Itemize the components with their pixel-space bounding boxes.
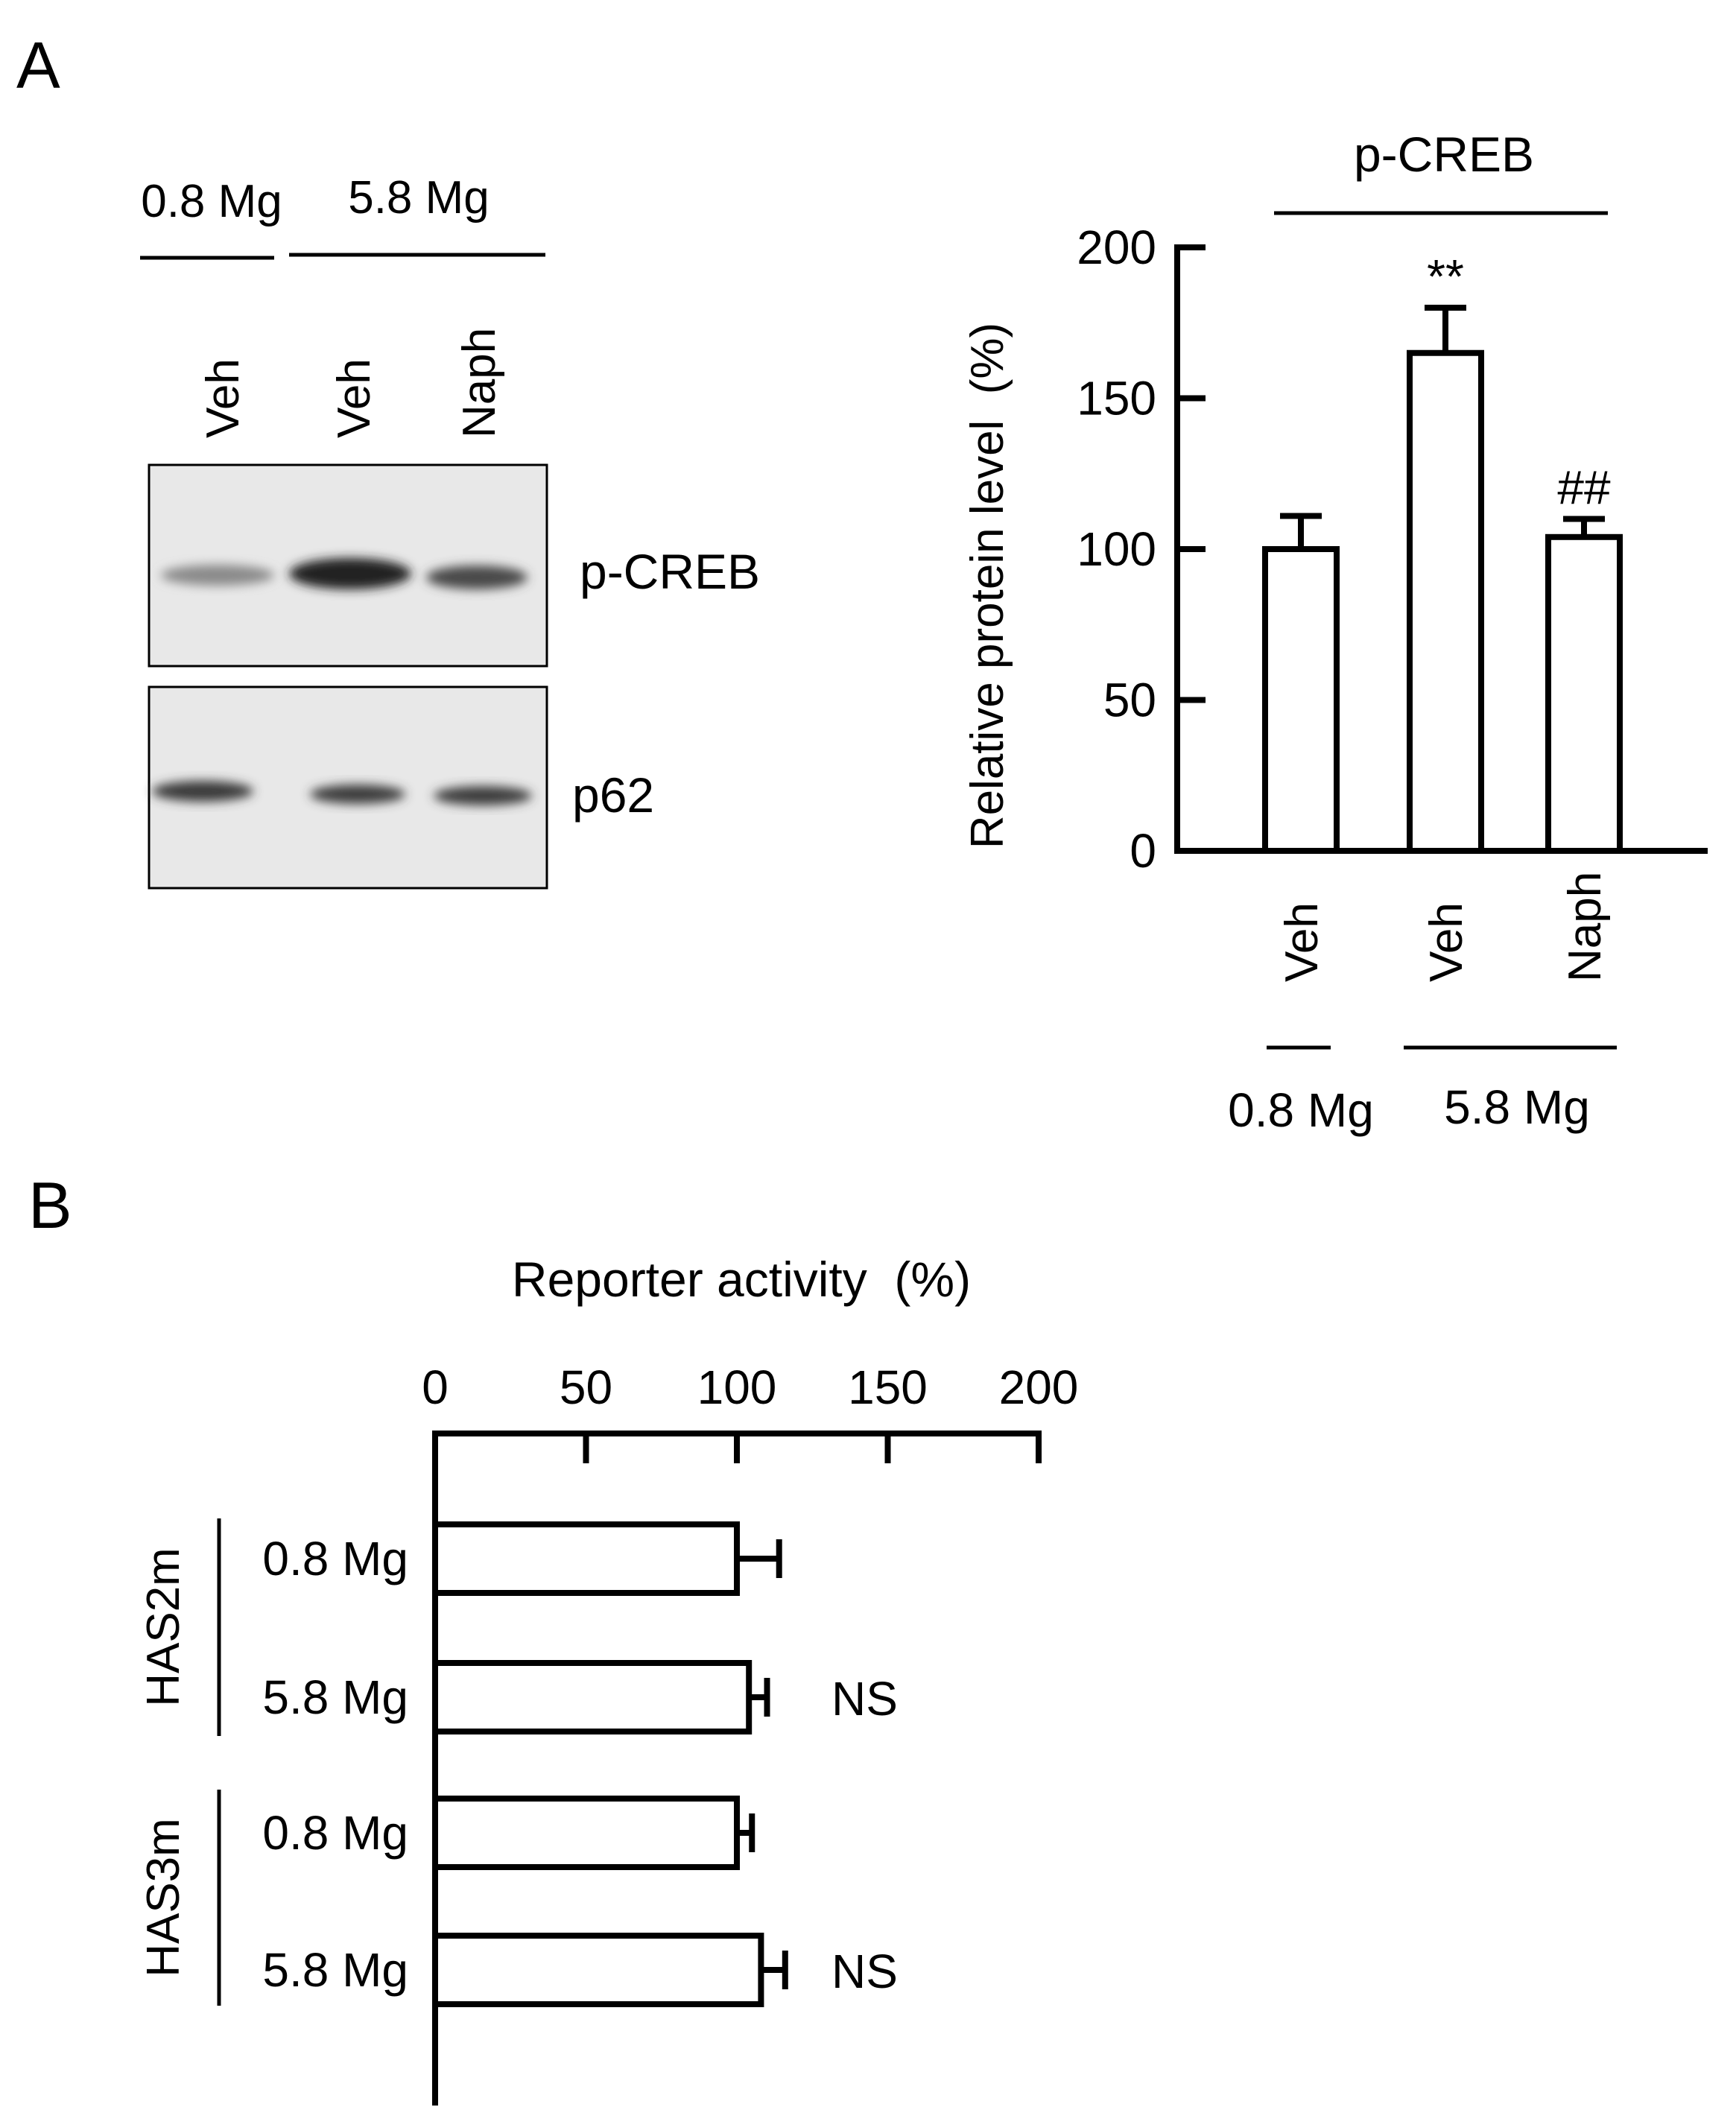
- panel-label-a: A: [16, 28, 60, 102]
- chart-a-y-axis-label: Relative protein level (%): [962, 323, 1013, 849]
- western-blot: 0.8 Mg 5.8 Mg Veh Veh Naph p-CREB p62: [140, 172, 760, 890]
- chart-b-x-tick-label: 150: [848, 1360, 928, 1414]
- chart-a-y-tick-label: 200: [1077, 221, 1156, 274]
- blot-lane-label: Veh: [329, 358, 380, 438]
- blot-group-label-high-mg: 5.8 Mg: [348, 172, 490, 224]
- chart-b-significance-label: NS: [831, 1945, 898, 1998]
- chart-a-y-tick-label: 0: [1130, 824, 1156, 878]
- blot-band: [161, 565, 274, 586]
- chart-a-significance-label: **: [1427, 250, 1464, 303]
- chart-a-category-label: Veh: [1421, 902, 1472, 982]
- chart-a-y-tick-label: 100: [1077, 522, 1156, 576]
- chart-b-bar: [432, 1521, 740, 1596]
- blot-band-label-pcreb: p-CREB: [580, 544, 760, 599]
- chart-a-bar: [1545, 533, 1623, 854]
- chart-b-bar: [432, 1933, 764, 2007]
- chart-b-group-label: HAS2m: [138, 1547, 189, 1707]
- blot-band-label-p62: p62: [572, 767, 654, 823]
- chart-b-category-label: 5.8 Mg: [262, 1943, 408, 1997]
- chart-b-x-tick-label: 100: [697, 1360, 777, 1414]
- chart-a-category-label: Naph: [1559, 872, 1611, 982]
- chart-a-bar: [1407, 349, 1484, 854]
- blot-band: [289, 558, 411, 589]
- chart-a-y-tick-label: 50: [1103, 674, 1156, 727]
- blot-band: [426, 565, 528, 589]
- chart-b-category-label: 5.8 Mg: [262, 1670, 408, 1724]
- chart-b-category-label: 0.8 Mg: [262, 1806, 408, 1860]
- chart-b-significance-label: NS: [831, 1672, 898, 1726]
- chart-a-group-label-low-mg: 0.8 Mg: [1228, 1083, 1374, 1137]
- chart-b-x-tick-label: 200: [999, 1360, 1079, 1414]
- chart-b-x-tick-label: 0: [422, 1360, 449, 1414]
- chart-a-y-tick-label: 150: [1077, 372, 1156, 425]
- chart-b-axis-title: Reporter activity (%): [512, 1252, 971, 1307]
- chart-b-bar: [432, 1796, 740, 1870]
- blot-band: [434, 786, 532, 805]
- blot-lane-label: Veh: [197, 358, 249, 438]
- chart-a-group-label-high-mg: 5.8 Mg: [1444, 1080, 1590, 1134]
- blot-group-label-low-mg: 0.8 Mg: [141, 176, 282, 227]
- chart-b-x-tick-label: 50: [560, 1360, 612, 1414]
- chart-b-bar: [432, 1660, 753, 1734]
- chart-b-category-label: 0.8 Mg: [262, 1532, 408, 1585]
- chart-a: p-CREB Relative protein level (%) 0.8 Mg…: [962, 127, 1708, 1137]
- chart-b-group-label: HAS3m: [138, 1818, 189, 1977]
- panel-label-b: B: [28, 1168, 72, 1242]
- chart-a-significance-label: ##: [1557, 461, 1611, 515]
- chart-b: Reporter activity (%) 0 50 100 150 200 0.8 Mg…: [138, 1252, 1078, 2106]
- chart-a-bar: [1262, 546, 1340, 854]
- chart-a-title: p-CREB: [1354, 127, 1534, 182]
- blot-lane-label: Naph: [454, 328, 505, 438]
- blot-band: [310, 785, 405, 804]
- chart-a-category-label: Veh: [1276, 902, 1328, 982]
- blot-band: [152, 781, 253, 802]
